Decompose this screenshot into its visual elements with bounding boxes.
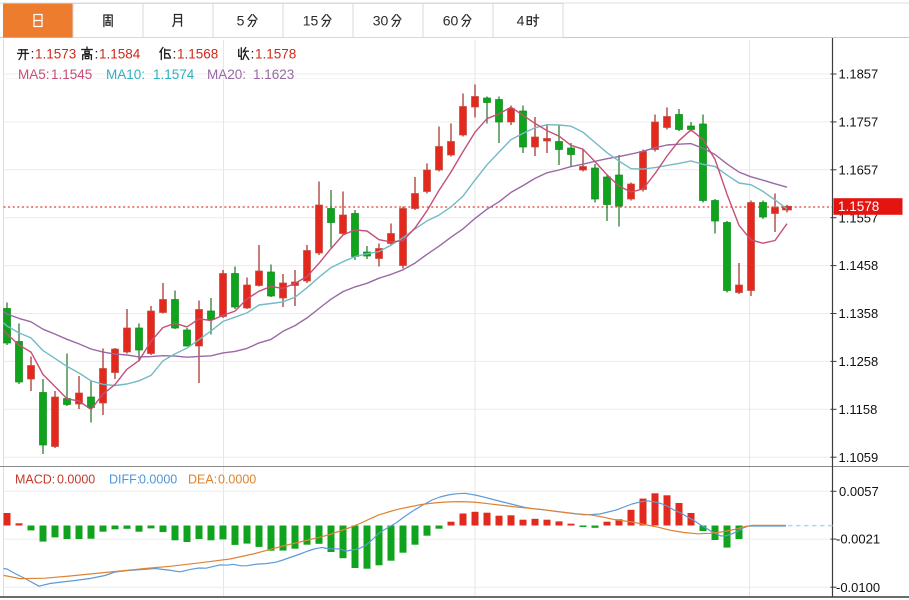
svg-text::: : [173,45,177,61]
svg-text:0.0057: 0.0057 [839,484,879,499]
svg-text::: : [251,45,255,61]
svg-text:1.1545: 1.1545 [51,67,92,82]
svg-text:-0.0021: -0.0021 [836,532,880,547]
svg-text:1.1574: 1.1574 [153,67,195,82]
svg-text:1.1059: 1.1059 [839,450,879,465]
svg-text:MA10:: MA10: [106,67,145,82]
svg-text:1.1584: 1.1584 [99,46,141,61]
svg-text:DIFF:: DIFF: [109,473,140,487]
svg-text:-0.0100: -0.0100 [836,580,880,595]
svg-text:DEA:: DEA: [188,473,217,487]
svg-text:1.1857: 1.1857 [839,67,879,82]
svg-text::: : [31,45,35,61]
svg-text:MA5:: MA5: [18,67,50,82]
svg-text::: : [95,45,99,61]
svg-text:1.1757: 1.1757 [839,115,879,130]
svg-text:0.0000: 0.0000 [139,473,177,487]
svg-text:1.1578: 1.1578 [255,46,296,61]
svg-text:5: 5 [237,12,245,28]
svg-text:1.1657: 1.1657 [839,162,879,177]
svg-text:4: 4 [517,12,525,28]
svg-text:1.1158: 1.1158 [839,402,878,417]
svg-text:1.1568: 1.1568 [177,46,218,61]
svg-text:30: 30 [373,12,389,28]
svg-text:1.1578: 1.1578 [838,199,879,214]
svg-text:MA20:: MA20: [207,67,246,82]
svg-text:0.0000: 0.0000 [218,473,256,487]
svg-text:1.1623: 1.1623 [253,67,294,82]
svg-text:1.1258: 1.1258 [839,354,879,369]
svg-text:MACD:: MACD: [15,473,55,487]
svg-text:1.1358: 1.1358 [839,306,879,321]
svg-text:0.0000: 0.0000 [57,473,95,487]
svg-text:1.1458: 1.1458 [839,258,879,273]
svg-text:60: 60 [443,12,459,28]
svg-text:1.1573: 1.1573 [35,46,76,61]
svg-text:15: 15 [303,12,319,28]
